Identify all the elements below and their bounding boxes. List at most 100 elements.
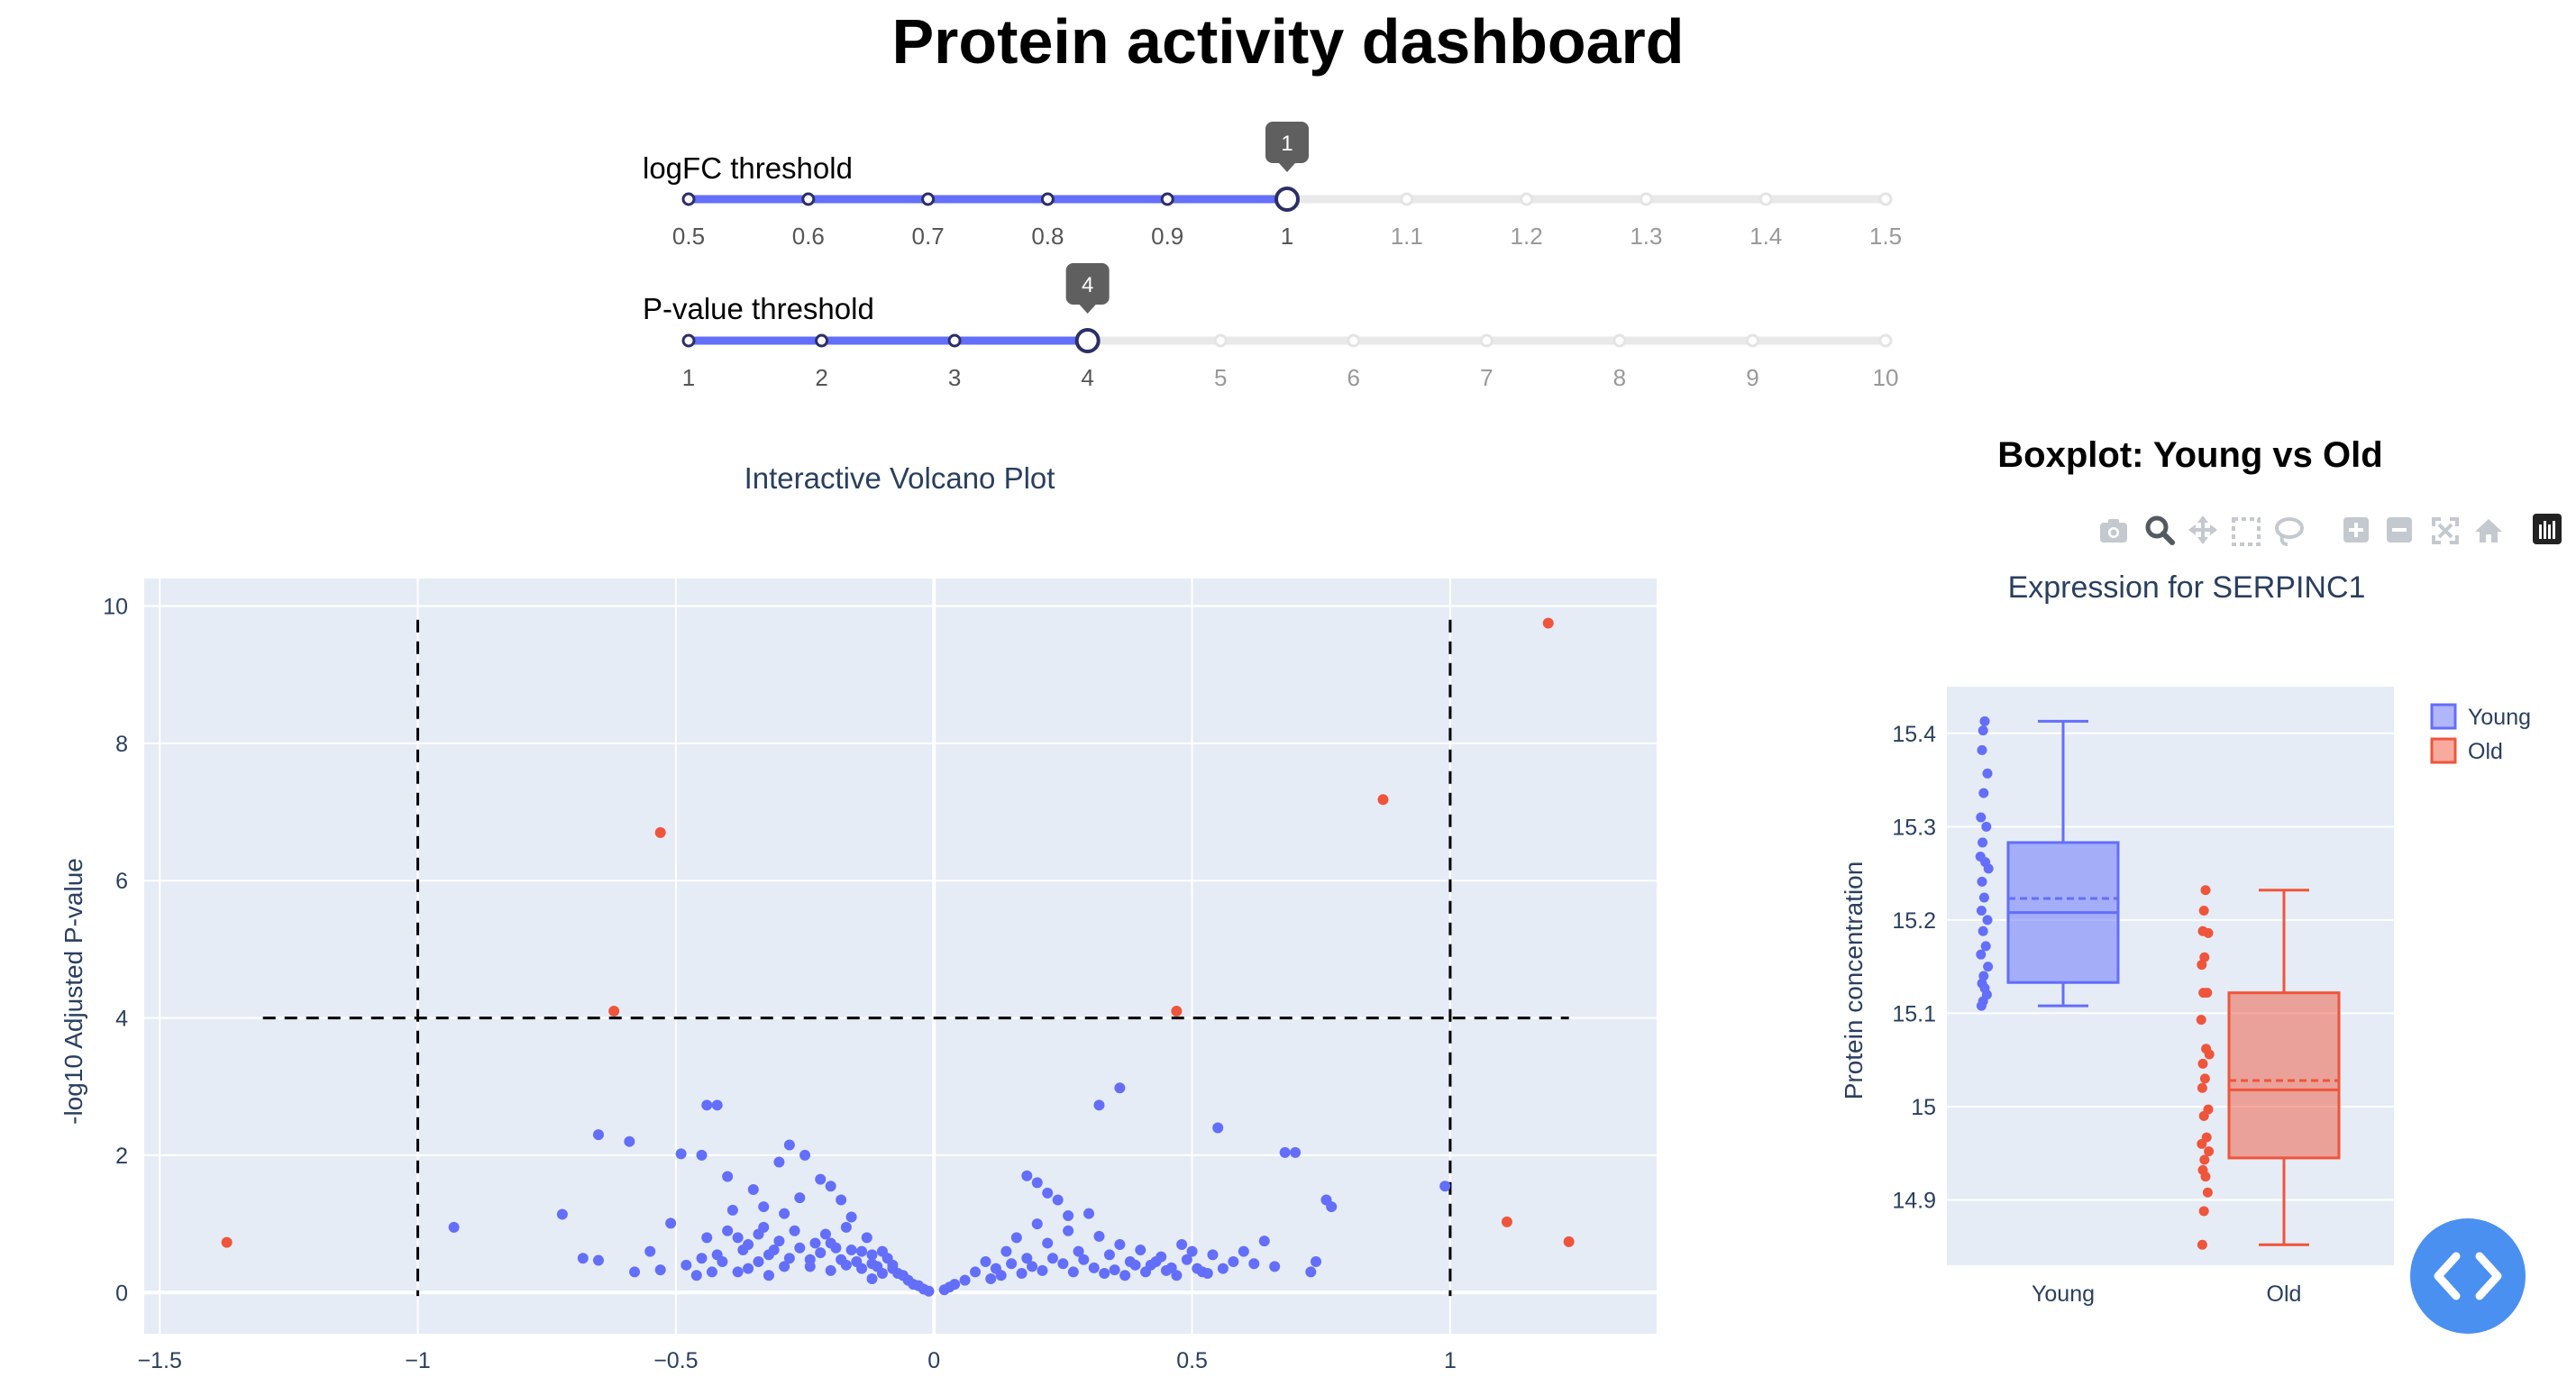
box-point[interactable] xyxy=(2197,1138,2207,1149)
volcano-point[interactable] xyxy=(1160,1264,1172,1276)
volcano-point[interactable] xyxy=(1192,1263,1203,1274)
volcano-point[interactable] xyxy=(845,1211,857,1223)
box-point[interactable] xyxy=(1982,768,1993,779)
slider-dot[interactable] xyxy=(1745,333,1759,348)
slider-dot[interactable] xyxy=(815,333,829,348)
volcano-point[interactable] xyxy=(959,1274,971,1286)
slider-dot[interactable] xyxy=(1520,192,1534,206)
volcano-point[interactable] xyxy=(773,1156,785,1168)
box-point[interactable] xyxy=(1979,716,1990,726)
lasso-icon[interactable] xyxy=(2275,517,2304,546)
box-point[interactable] xyxy=(1978,892,1989,903)
volcano-point[interactable] xyxy=(1093,1230,1105,1242)
volcano-point[interactable] xyxy=(1439,1181,1451,1192)
slider-dot[interactable] xyxy=(1347,333,1361,348)
volcano-point[interactable] xyxy=(1186,1245,1198,1257)
slider-dot[interactable] xyxy=(1400,192,1414,206)
box-point[interactable] xyxy=(1976,1000,1987,1011)
volcano-point[interactable] xyxy=(1052,1194,1064,1206)
pan-icon[interactable] xyxy=(2188,515,2217,544)
volcano-point[interactable] xyxy=(1269,1261,1281,1272)
box-point[interactable] xyxy=(2204,1146,2215,1157)
box-point[interactable] xyxy=(1978,837,1988,848)
box-point[interactable] xyxy=(1980,941,1991,952)
volcano-point[interactable] xyxy=(753,1256,764,1268)
volcano-point[interactable] xyxy=(592,1129,604,1141)
box-select-icon[interactable] xyxy=(2232,517,2261,546)
volcano-point[interactable] xyxy=(1563,1236,1575,1247)
volcano-point[interactable] xyxy=(804,1261,816,1272)
volcano-point[interactable] xyxy=(1176,1238,1188,1250)
volcano-point[interactable] xyxy=(1140,1266,1152,1278)
volcano-point[interactable] xyxy=(1150,1256,1162,1268)
volcano-point[interactable] xyxy=(448,1221,460,1233)
box-point[interactable] xyxy=(2198,988,2209,999)
box-iqr[interactable] xyxy=(2227,991,2341,1160)
volcano-point[interactable] xyxy=(815,1173,827,1185)
volcano-point[interactable] xyxy=(644,1245,656,1257)
box-point[interactable] xyxy=(2199,952,2210,962)
box-point[interactable] xyxy=(1981,821,1992,832)
box-point[interactable] xyxy=(2197,1058,2208,1069)
volcano-point[interactable] xyxy=(1078,1254,1090,1265)
slider-handle[interactable] xyxy=(1274,187,1300,212)
volcano-point[interactable] xyxy=(1542,617,1554,629)
volcano-point[interactable] xyxy=(763,1270,774,1281)
box-point[interactable] xyxy=(2200,885,2211,896)
zoom-out-icon[interactable] xyxy=(2387,517,2412,543)
slider-dot[interactable] xyxy=(947,333,962,348)
volcano-point[interactable] xyxy=(825,1237,836,1249)
volcano-point[interactable] xyxy=(836,1194,847,1206)
volcano-point[interactable] xyxy=(1311,1256,1322,1268)
volcano-point[interactable] xyxy=(654,1264,666,1276)
volcano-point[interactable] xyxy=(1063,1225,1074,1236)
volcano-point[interactable] xyxy=(696,1149,708,1161)
code-toggle-button[interactable] xyxy=(2410,1218,2526,1334)
volcano-point[interactable] xyxy=(758,1201,770,1213)
volcano-point[interactable] xyxy=(773,1236,785,1247)
volcano-point[interactable] xyxy=(1042,1237,1054,1249)
volcano-point[interactable] xyxy=(819,1228,831,1240)
reset-axes-icon[interactable] xyxy=(2475,519,2502,543)
volcano-point[interactable] xyxy=(1258,1236,1270,1247)
box-point[interactable] xyxy=(1978,926,1988,936)
volcano-point[interactable] xyxy=(1016,1267,1028,1279)
volcano-point[interactable] xyxy=(1021,1170,1033,1181)
volcano-point[interactable] xyxy=(1305,1266,1317,1278)
plotly-logo-icon[interactable] xyxy=(2533,514,2562,544)
box-point[interactable] xyxy=(1976,812,1987,823)
box-point[interactable] xyxy=(2198,1110,2209,1121)
volcano-point[interactable] xyxy=(836,1254,847,1265)
volcano-point[interactable] xyxy=(654,826,666,838)
box-point[interactable] xyxy=(1982,915,1993,926)
volcano-point[interactable] xyxy=(1099,1267,1110,1279)
volcano-point[interactable] xyxy=(608,1005,620,1017)
volcano-point[interactable] xyxy=(1129,1259,1141,1271)
volcano-point[interactable] xyxy=(1171,1270,1183,1281)
volcano-point[interactable] xyxy=(1135,1245,1146,1256)
logfc-threshold-slider[interactable]: 0.5 0.6 0.7 0.8 0.9 1 1.1 1.2 1.3 1.4 1.5 1 xyxy=(672,122,1902,250)
volcano-point[interactable] xyxy=(1114,1238,1126,1250)
volcano-point[interactable] xyxy=(949,1279,961,1290)
volcano-point[interactable] xyxy=(1067,1266,1079,1278)
volcano-point[interactable] xyxy=(1207,1249,1219,1261)
volcano-point[interactable] xyxy=(556,1208,568,1220)
volcano-point[interactable] xyxy=(866,1249,878,1261)
volcano-point[interactable] xyxy=(1093,1099,1105,1111)
volcano-point[interactable] xyxy=(1501,1216,1512,1227)
volcano-point[interactable] xyxy=(763,1249,774,1261)
slider-dot[interactable] xyxy=(1612,333,1627,348)
volcano-point[interactable] xyxy=(1000,1245,1012,1257)
volcano-point[interactable] xyxy=(845,1245,857,1256)
volcano-point[interactable] xyxy=(908,1279,919,1290)
volcano-point[interactable] xyxy=(799,1149,811,1161)
slider-dot[interactable] xyxy=(1160,192,1174,206)
volcano-point[interactable] xyxy=(794,1192,806,1204)
volcano-point[interactable] xyxy=(779,1261,790,1272)
volcano-point[interactable] xyxy=(1057,1258,1069,1270)
volcano-point[interactable] xyxy=(825,1264,836,1276)
box-point[interactable] xyxy=(1978,788,1989,798)
camera-icon[interactable] xyxy=(2100,519,2127,543)
volcano-point[interactable] xyxy=(665,1217,677,1229)
slider-dot[interactable] xyxy=(1040,192,1055,206)
